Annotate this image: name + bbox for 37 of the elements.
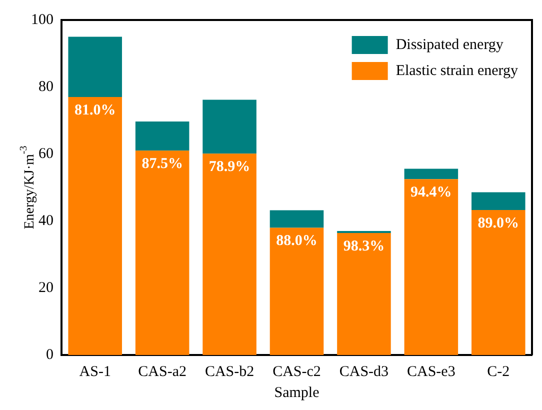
y-axis-title: Energy/KJ·m-3 xyxy=(18,146,38,230)
bar xyxy=(404,179,458,355)
bar xyxy=(135,122,190,151)
x-tick-label: C-2 xyxy=(487,364,510,380)
y-tick-label: 60 xyxy=(38,146,54,162)
y-tick-label: 40 xyxy=(38,212,54,229)
bar xyxy=(472,192,526,210)
bar xyxy=(270,228,324,355)
bar xyxy=(68,36,122,98)
annotation: 87.5% xyxy=(142,156,183,172)
annotation: 98.3% xyxy=(343,238,385,254)
x-tick-label: CAS-a2 xyxy=(138,364,186,380)
bar xyxy=(202,100,256,154)
y-tick-label: 20 xyxy=(38,280,54,296)
annotation: 88.0% xyxy=(276,233,318,250)
annotation: 89.0% xyxy=(478,215,520,232)
x-tick-label: CAS-e3 xyxy=(407,364,456,380)
bar xyxy=(270,210,324,228)
bar xyxy=(68,97,122,355)
y-tick-label: 100 xyxy=(31,12,54,28)
x-tick-label: CAS-d3 xyxy=(339,364,389,380)
bar xyxy=(404,168,458,180)
legend-label: Dissipated energy xyxy=(396,36,504,53)
bar xyxy=(337,233,391,355)
annotation: 78.9% xyxy=(208,159,250,176)
x-tick-label: CAS-c2 xyxy=(272,364,321,380)
x-axis-title: Sample xyxy=(274,384,320,401)
x-tick-label: AS-1 xyxy=(79,364,111,380)
y-tick-label: 80 xyxy=(38,78,54,95)
y-tick-label: 0 xyxy=(46,346,54,363)
legend-label: Elastic strain energy xyxy=(396,62,518,79)
bar xyxy=(472,210,526,355)
bar xyxy=(202,154,256,355)
annotation: 94.4% xyxy=(410,184,452,200)
bar xyxy=(135,150,190,355)
annotation: 81.0% xyxy=(74,102,116,118)
x-tick-label: CAS-b2 xyxy=(204,364,254,380)
